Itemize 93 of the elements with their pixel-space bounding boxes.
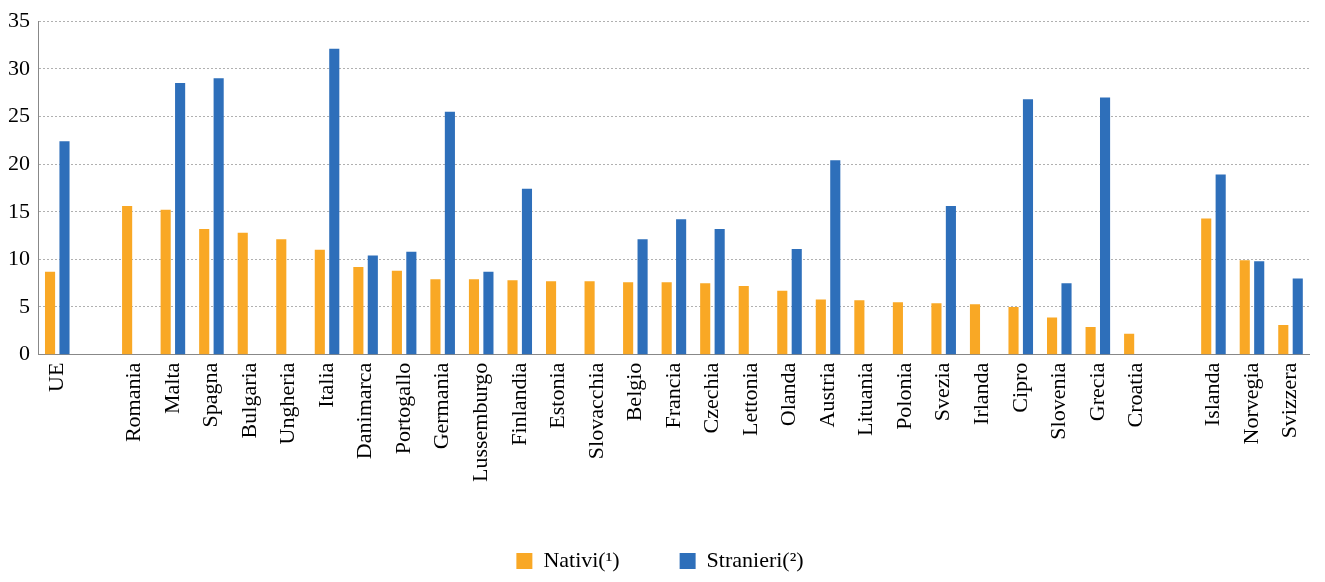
bar	[830, 160, 841, 355]
bar	[483, 271, 494, 355]
x-tick-label: Belgio	[621, 362, 647, 422]
legend-label: Stranieri(²)	[706, 546, 804, 572]
bar	[406, 251, 417, 355]
y-tick-label: 0	[19, 340, 30, 366]
y-tick-label: 35	[8, 6, 30, 32]
bar	[237, 232, 248, 355]
x-tick-label: Cipro	[1006, 362, 1032, 413]
bar	[700, 283, 711, 355]
x-tick-label: Malta	[158, 362, 184, 414]
bar	[945, 206, 956, 355]
x-tick-label: Olanda	[775, 362, 801, 427]
x-tick-label: Portogallo	[389, 362, 415, 455]
bar	[1085, 327, 1096, 355]
x-tick-label: Svizzera	[1276, 362, 1302, 439]
bar	[59, 141, 70, 355]
x-tick-label: Slovenia	[1045, 362, 1071, 440]
x-tick-label: Italia	[312, 362, 338, 408]
y-tick-label: 25	[8, 102, 30, 128]
x-tick-label: Finlandia	[505, 362, 531, 446]
bar	[661, 282, 672, 355]
x-tick-label: Francia	[659, 362, 685, 429]
bar	[714, 228, 725, 355]
x-tick-label: Lettonia	[736, 362, 762, 436]
bar	[584, 281, 595, 355]
x-tick-label: Romania	[120, 362, 146, 443]
x-tick-label: Norvegia	[1237, 362, 1263, 445]
bar	[1008, 307, 1019, 355]
bar	[738, 286, 749, 355]
y-tick-label: 10	[8, 245, 30, 271]
y-tick-label: 5	[19, 292, 30, 318]
bar	[637, 239, 648, 355]
bar	[1292, 278, 1303, 355]
bar	[1215, 174, 1226, 355]
bar	[892, 302, 903, 355]
bar	[468, 279, 480, 355]
bar	[1254, 261, 1265, 355]
y-tick-label: 30	[8, 54, 30, 80]
bar	[1124, 333, 1135, 355]
x-tick-label: UE	[43, 362, 69, 392]
bar	[1201, 218, 1212, 355]
bar	[623, 282, 634, 355]
bar	[1047, 317, 1058, 355]
bar	[276, 239, 287, 355]
bar	[353, 266, 364, 355]
bar	[1278, 325, 1289, 355]
x-tick-label: Lituania	[852, 362, 878, 436]
bar	[367, 255, 378, 355]
bar	[546, 281, 557, 355]
x-tick-label: Czechia	[698, 362, 724, 434]
x-tick-label: Islanda	[1199, 362, 1225, 427]
x-tick-label: Bulgaria	[235, 362, 261, 439]
bar	[1100, 97, 1111, 355]
bar	[507, 280, 518, 355]
x-tick-label: Slovacchia	[582, 362, 608, 460]
x-tick-label: Austria	[813, 362, 839, 428]
bar	[815, 299, 826, 355]
bar	[122, 206, 133, 355]
bar	[391, 270, 402, 355]
bar	[160, 209, 171, 355]
bar	[1061, 283, 1072, 355]
bar	[777, 290, 788, 355]
bar	[213, 78, 224, 355]
bar	[676, 219, 687, 355]
bar	[791, 248, 802, 355]
y-tick-label: 20	[8, 149, 30, 175]
x-tick-label: Ungheria	[274, 362, 300, 445]
x-tick-label: Germania	[428, 362, 454, 450]
x-tick-label: Estonia	[544, 362, 570, 429]
x-tick-label: Irlanda	[967, 362, 993, 425]
bar	[199, 228, 210, 355]
x-tick-label: Danimarca	[351, 362, 377, 460]
bar	[329, 48, 340, 355]
bar	[854, 300, 865, 355]
bar	[521, 188, 533, 355]
x-tick-label: Polonia	[890, 362, 916, 430]
legend-label: Nativi(¹)	[543, 546, 620, 572]
bar	[1239, 260, 1250, 355]
bar	[430, 279, 441, 355]
x-tick-label: Grecia	[1083, 362, 1109, 422]
bar	[1022, 99, 1034, 355]
bar	[175, 83, 186, 355]
bar	[931, 303, 942, 355]
x-tick-label: Lussemburgo	[466, 362, 492, 483]
bar	[444, 111, 455, 355]
x-tick-label: Svezia	[929, 362, 955, 422]
y-tick-label: 15	[8, 197, 30, 223]
bar	[44, 271, 56, 355]
x-tick-label: Croatia	[1122, 362, 1148, 428]
bar	[969, 304, 981, 355]
x-tick-label: Spagna	[197, 362, 223, 428]
bar	[314, 249, 325, 355]
